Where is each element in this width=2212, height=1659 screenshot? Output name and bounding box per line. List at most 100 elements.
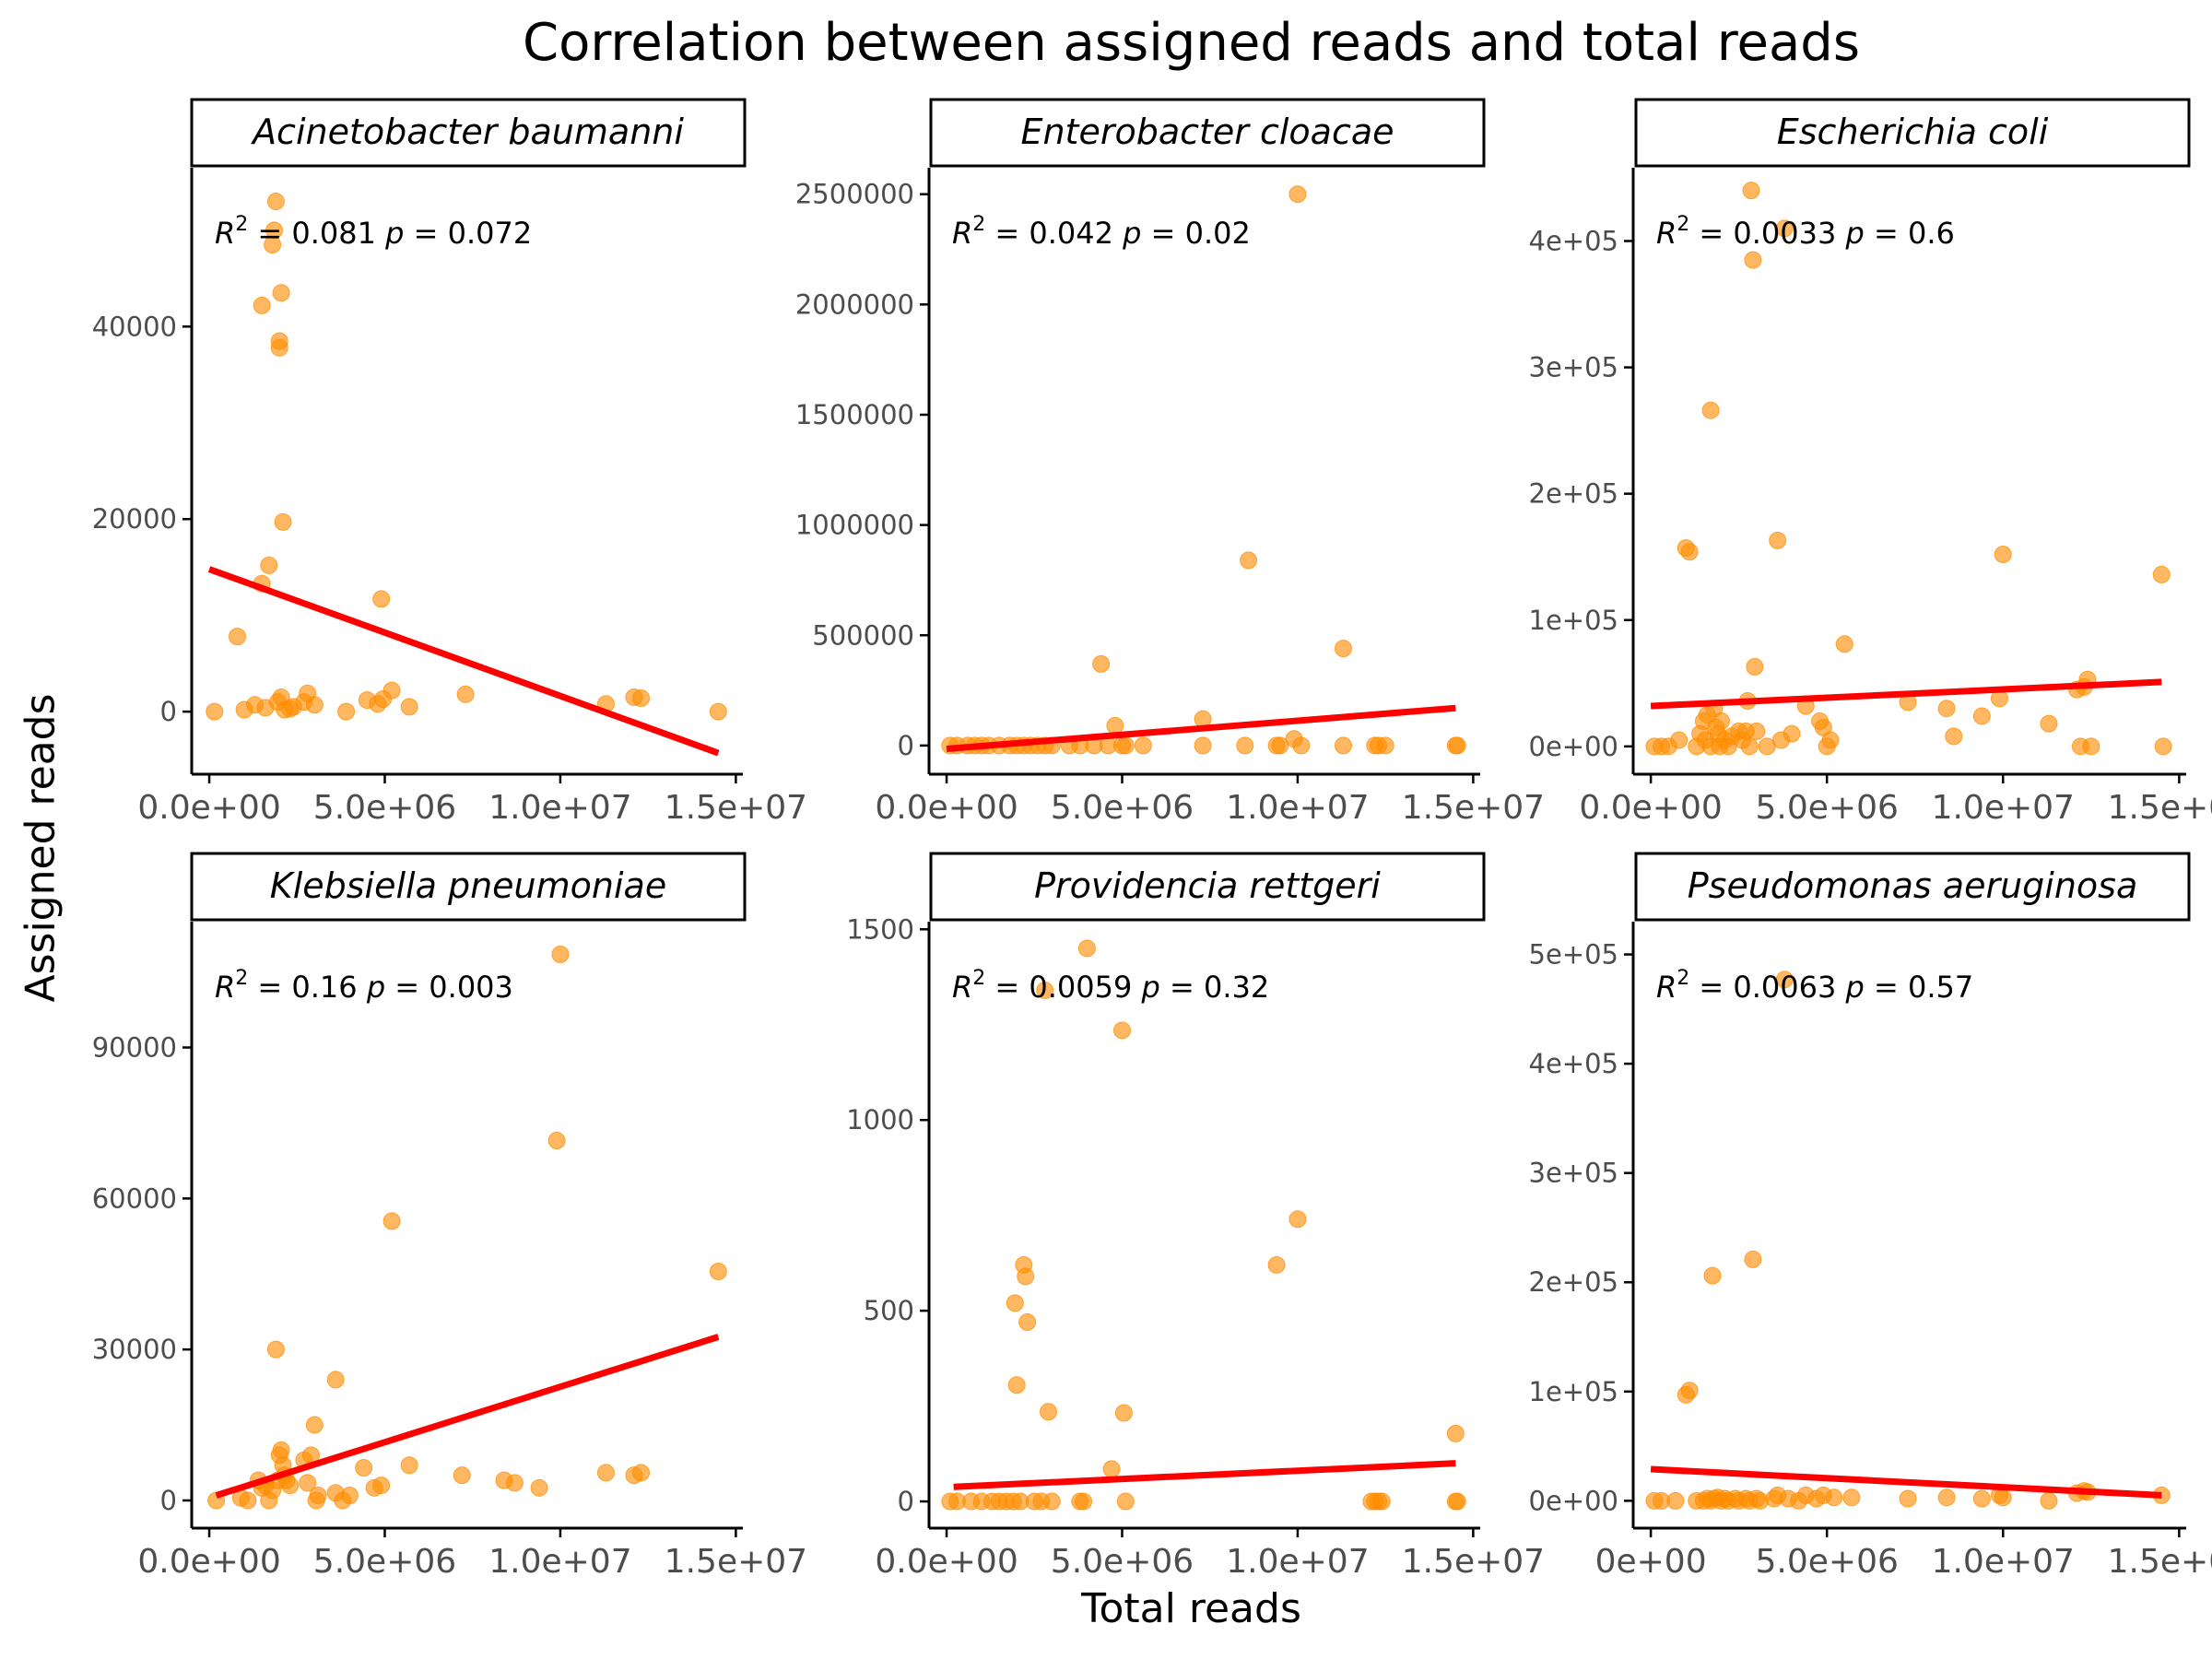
x-tick-label: 0.0e+00 [875, 789, 1018, 827]
data-point [632, 1464, 651, 1482]
data-point [260, 556, 278, 574]
facet-strip-label: Escherichia coli [1777, 112, 2049, 152]
stats-annotation: R2 = 0.0033 p = 0.6 [1656, 213, 1955, 251]
x-tick-label: 1.0e+07 [1932, 1543, 2075, 1581]
data-point [530, 1478, 548, 1497]
data-point [1448, 1492, 1466, 1511]
regression-line [946, 704, 1456, 752]
data-point [400, 1456, 418, 1475]
data-point [1740, 737, 1759, 756]
y-tick-label: 0 [898, 730, 914, 761]
data-point [382, 681, 401, 700]
data-point [1775, 219, 1794, 238]
data-point [2082, 737, 2100, 756]
facet-panel: Acinetobacter baumanni 0 20000 40000 0.0e+00… [92, 98, 807, 827]
data-point [229, 628, 247, 646]
data-point [2154, 737, 2172, 756]
y-tick-label: 0 [160, 696, 177, 727]
y-tick-label: 1e+05 [1529, 1376, 1619, 1407]
facet-strip-label: Acinetobacter baumanni [250, 112, 684, 152]
data-point [1821, 731, 1840, 749]
data-point [1703, 1266, 1722, 1285]
x-tick-label: 0.0e+00 [1579, 789, 1722, 827]
data-point [1899, 1489, 1917, 1508]
facet-panel: Klebsiella pneumoniae 0 30000 60000 90000 0.0… [92, 852, 807, 1581]
data-point [1036, 981, 1054, 999]
data-point [382, 1212, 401, 1230]
data-points [1645, 182, 2172, 756]
data-point [299, 1474, 317, 1492]
stats-annotation: R2 = 0.0059 p = 0.32 [952, 967, 1269, 1005]
regression-line [207, 566, 720, 757]
x-tick-label: 5.0e+06 [313, 1543, 456, 1581]
data-point [1835, 635, 1853, 653]
data-point [340, 1487, 359, 1505]
regression-line [953, 1460, 1456, 1490]
y-tick-label: 1000 [846, 1104, 914, 1135]
facet-strip [190, 98, 747, 168]
y-tick-label: 5e+05 [1529, 939, 1619, 971]
data-point [1670, 731, 1688, 749]
data-point [1742, 182, 1760, 200]
x-tick-label: 0.0e+00 [137, 1543, 280, 1581]
stats-annotation: R2 = 0.0063 p = 0.57 [1656, 967, 1973, 1005]
y-tick-label: 0e+00 [1529, 731, 1619, 762]
data-point [266, 193, 285, 211]
x-tick-label: 0.0e+00 [875, 1543, 1018, 1581]
x-axis-label: Total reads [1081, 1585, 1301, 1632]
data-point [1240, 551, 1258, 570]
data-point [1092, 654, 1111, 673]
x-tick-label: 5.0e+06 [1051, 789, 1194, 827]
data-point [1769, 531, 1787, 549]
data-point [1701, 401, 1720, 419]
x-tick-label: 1.5e+07 [1402, 789, 1545, 827]
data-point [1945, 727, 1963, 746]
y-tick-label: 0 [898, 1486, 914, 1517]
stats-annotation: R2 = 0.042 p = 0.02 [952, 213, 1251, 251]
data-points [207, 945, 727, 1510]
data-point [309, 1487, 327, 1505]
facet-strip-label: Providencia rettgeri [1034, 865, 1381, 906]
y-tick-label: 3e+05 [1529, 1158, 1619, 1189]
data-point [1746, 657, 1764, 676]
facet-panel: Enterobacter cloacae 0 500000 1000000 150000… [795, 98, 1545, 827]
data-point [1102, 1460, 1121, 1478]
data-point [2152, 565, 2171, 583]
data-point [709, 1263, 727, 1281]
y-tick-label: 1000000 [795, 510, 914, 541]
data-point [1747, 722, 1766, 740]
data-point [372, 1477, 391, 1495]
x-tick-label: 1.0e+07 [1226, 1543, 1369, 1581]
data-point [1994, 1488, 2012, 1507]
data-point [1018, 1313, 1037, 1332]
data-point [551, 945, 570, 963]
facet-strip [190, 852, 747, 922]
data-point [1006, 1294, 1024, 1312]
data-point [1937, 1488, 1956, 1507]
data-point [1077, 939, 1096, 958]
data-point [1106, 716, 1124, 735]
x-tick-label: 5.0e+06 [1051, 1543, 1194, 1581]
y-tick-label: 30000 [92, 1334, 177, 1365]
x-tick-label: 1.0e+07 [1932, 789, 2075, 827]
data-point [1116, 736, 1135, 755]
data-point [1236, 736, 1254, 755]
y-tick-label: 500000 [812, 619, 914, 651]
data-point [1288, 185, 1307, 204]
data-point [305, 696, 324, 714]
data-point [1744, 251, 1762, 269]
facet-panel: Providencia rettgeri 0 500 1000 1500 0.0e+00 5… [846, 852, 1545, 1581]
facet-strip-label: Pseudomonas aeruginosa [1688, 865, 2138, 906]
data-point [1334, 640, 1352, 658]
data-point [1372, 1492, 1391, 1511]
data-point [400, 698, 418, 716]
data-point [1116, 1492, 1135, 1511]
facet-strip [1634, 852, 2191, 922]
data-points [941, 939, 1466, 1511]
data-point [272, 284, 290, 302]
y-tick-label: 90000 [92, 1032, 177, 1064]
facet-strip [929, 98, 1486, 168]
x-tick-label: 5.0e+06 [313, 789, 456, 827]
data-point [632, 688, 651, 707]
